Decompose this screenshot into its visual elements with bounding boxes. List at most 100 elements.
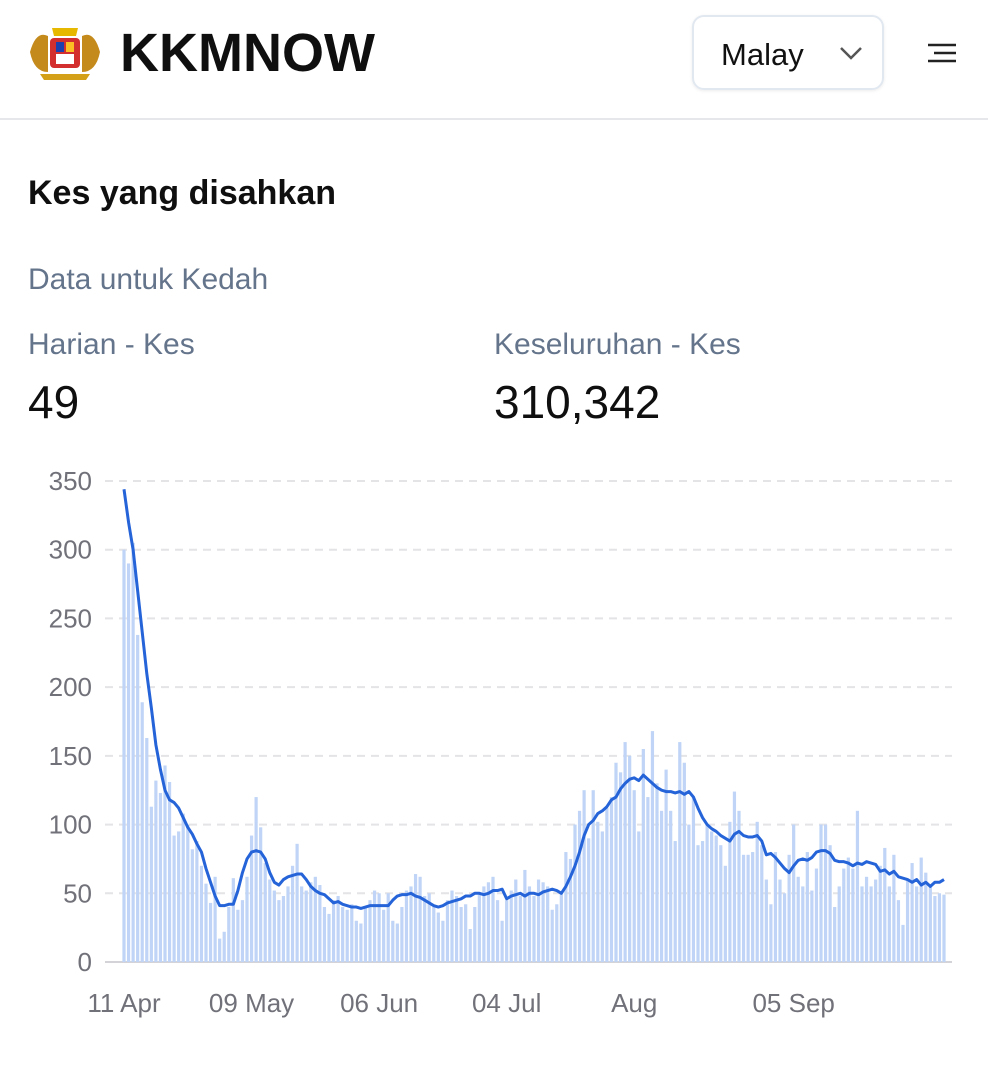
bar: [550, 909, 554, 962]
menu-icon[interactable]: [926, 42, 958, 66]
bar: [546, 886, 550, 962]
bar: [833, 907, 837, 962]
bar: [154, 780, 158, 962]
bar: [874, 879, 878, 962]
bar: [901, 924, 905, 962]
bar: [887, 886, 891, 962]
bar: [614, 762, 618, 962]
bar: [587, 838, 591, 962]
bar: [336, 896, 340, 962]
bar: [928, 886, 932, 962]
bar: [823, 824, 828, 962]
bar: [259, 827, 263, 962]
x-tick-label: 05 Sep: [752, 988, 834, 1018]
bar: [755, 821, 759, 962]
bar: [350, 904, 354, 962]
bar: [564, 852, 568, 962]
bar: [413, 874, 418, 962]
bar: [450, 890, 454, 962]
bar: [363, 907, 368, 962]
bar: [145, 737, 149, 962]
bar: [719, 845, 723, 962]
bar: [172, 835, 176, 962]
y-tick-label: 300: [49, 535, 92, 565]
bar: [778, 879, 782, 962]
bar: [618, 772, 623, 962]
bar: [714, 835, 718, 962]
bar: [673, 841, 677, 962]
header: [0, 0, 988, 120]
bar: [682, 762, 686, 962]
bar: [892, 854, 896, 962]
bar: [204, 883, 208, 962]
bar: [518, 896, 522, 962]
bar: [641, 748, 645, 962]
bar: [495, 900, 500, 962]
stat-value: 310,342: [494, 376, 661, 428]
bar: [163, 765, 167, 962]
bar: [199, 865, 204, 962]
bar: [828, 845, 832, 962]
stat-label: Keseluruhan - Kes: [494, 328, 741, 361]
bar: [628, 755, 632, 962]
bar: [810, 890, 814, 962]
bar: [582, 790, 586, 962]
bar: [855, 810, 860, 962]
bar: [700, 841, 705, 962]
x-tick-label: 06 Jun: [340, 988, 418, 1018]
x-tick-label: 04 Jul: [472, 988, 541, 1018]
section-title: Kes yang disahkan: [28, 174, 337, 212]
y-tick-label: 250: [49, 603, 92, 633]
bar: [864, 876, 869, 962]
bar: [140, 702, 144, 962]
bar: [427, 893, 431, 962]
stat-value: 49: [28, 376, 80, 428]
bar: [591, 790, 595, 962]
bar: [555, 904, 559, 962]
bar: [609, 797, 614, 962]
subtitle: Data untuk Kedah: [28, 263, 269, 296]
chart: 0 50 100 150 200 250 300 350 11 Apr 09 May 06 Jun 0…: [49, 466, 952, 1018]
bar: [500, 920, 504, 962]
bar: [905, 879, 910, 962]
bar: [272, 890, 276, 962]
bar: [596, 821, 600, 962]
bar: [409, 886, 413, 962]
bar: [509, 890, 513, 962]
bar: [341, 907, 345, 962]
x-tick-label: 11 Apr: [87, 988, 161, 1018]
bar: [177, 831, 181, 962]
bar: [723, 865, 727, 962]
y-tick-label: 100: [49, 810, 92, 840]
bar: [814, 868, 819, 962]
bar: [441, 920, 445, 962]
bar: [218, 938, 222, 962]
bar: [368, 900, 372, 962]
bar: [678, 742, 682, 962]
bar: [432, 907, 436, 962]
bar: [131, 542, 135, 962]
bar: [300, 886, 304, 962]
bar: [290, 865, 295, 962]
brand[interactable]: KKMNOW: [120, 23, 375, 83]
bar: [532, 896, 536, 962]
bar: [919, 857, 923, 962]
bar: [869, 886, 873, 962]
bar: [249, 835, 254, 962]
bar: [669, 810, 673, 962]
bar: [190, 849, 194, 962]
bar: [792, 824, 796, 962]
bar: [764, 879, 768, 962]
language-label: Malay: [721, 37, 804, 72]
bar: [158, 792, 163, 962]
bar: [878, 865, 882, 962]
language-select[interactable]: Malay: [692, 15, 884, 90]
bar: [600, 831, 604, 962]
bar: [213, 876, 217, 962]
y-tick-label: 0: [78, 947, 92, 977]
bar: [377, 893, 381, 962]
logo[interactable]: [26, 22, 104, 84]
bar: [313, 876, 317, 962]
bar: [331, 900, 336, 962]
bar: [782, 893, 787, 962]
